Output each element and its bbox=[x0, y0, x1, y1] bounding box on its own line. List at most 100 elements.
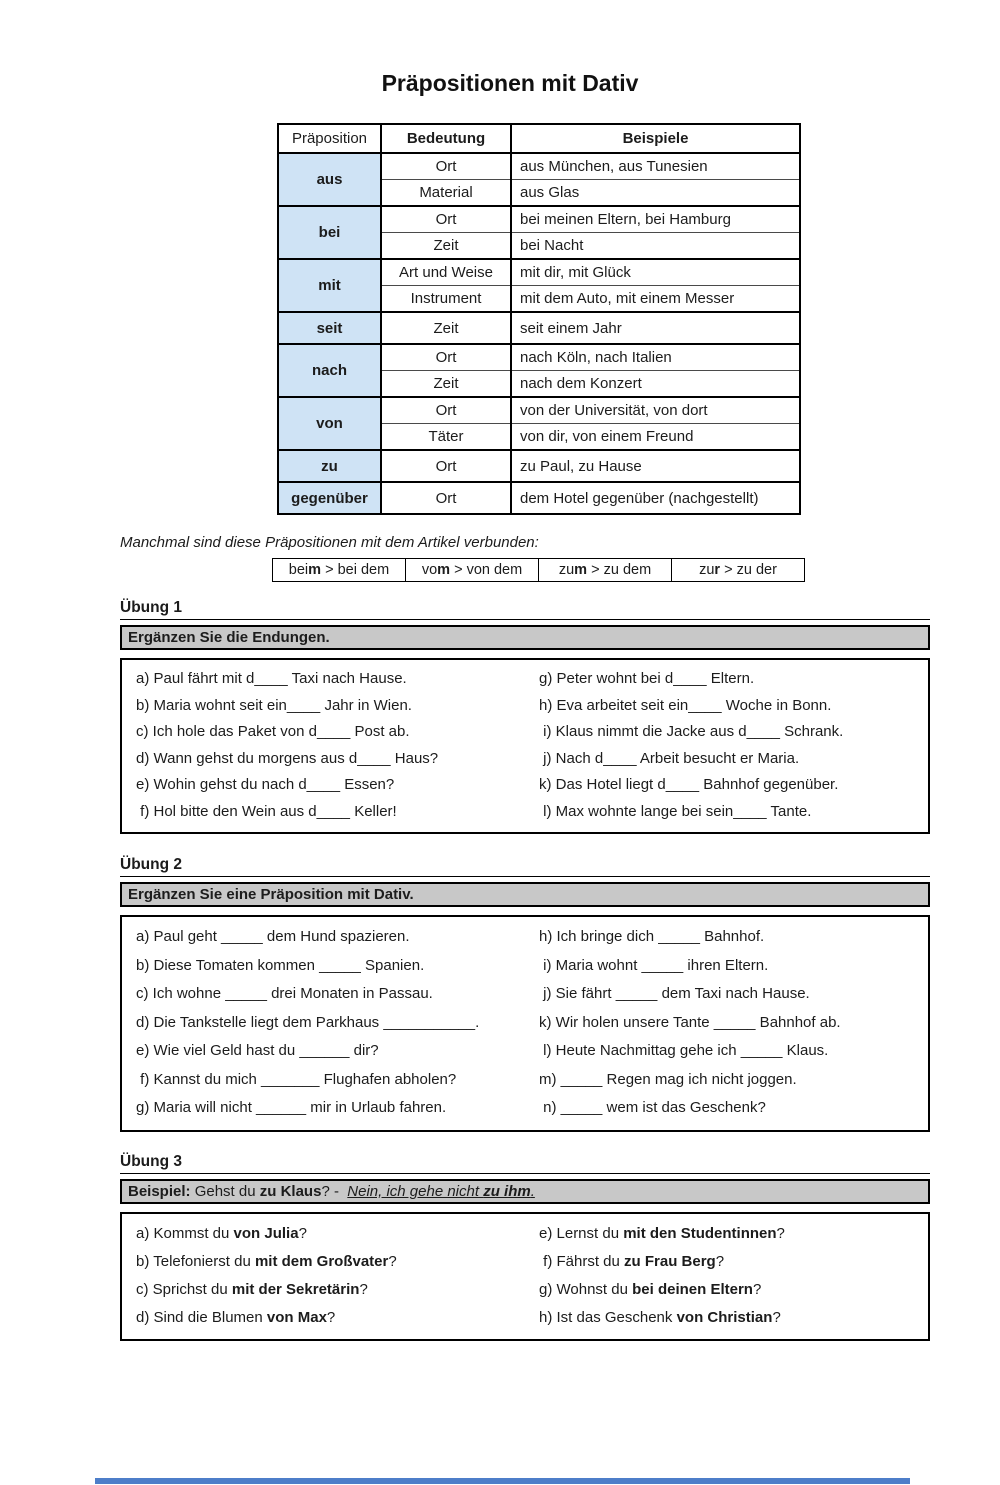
example-label: Beispiel: bbox=[128, 1182, 191, 1200]
table-row: von Ort von der Universität, von dort bbox=[277, 396, 801, 451]
exercise-item: d) Sind die Blumen von Max? bbox=[136, 1304, 525, 1332]
section-uebung-3: Übung 3 Beispiel: Gehst du zu Klaus? - N… bbox=[120, 1153, 930, 1341]
table-row: mit Art und Weise mit dir, mit Glück bbox=[277, 258, 801, 313]
exercise-item: j) Sie fährt _____ dem Taxi nach Hause. bbox=[539, 985, 810, 1002]
item-bold-phrase: mit dem Großvater bbox=[254, 1252, 389, 1270]
meaning-cell: Ort bbox=[380, 481, 512, 515]
example-cell: mit dir, mit Glück bbox=[510, 258, 801, 286]
exercise-item: j) Nach d____ Arbeit besucht er Maria. bbox=[539, 749, 800, 767]
contraction-expansion: > bei dem bbox=[321, 562, 390, 578]
item-text: f) Fährst du bbox=[539, 1252, 625, 1270]
table-row: bei Ort bei meinen Eltern, bei Hamburg bbox=[277, 205, 801, 260]
exercise-item: e) Lernst du mit den Studentinnen? bbox=[539, 1220, 928, 1248]
contraction-expansion: > zu der bbox=[720, 562, 777, 578]
item-bold-phrase: bei deinen Eltern bbox=[632, 1280, 753, 1298]
item-bold-phrase: von Julia bbox=[233, 1224, 299, 1242]
table-row: gegenüber Ort dem Hotel gegenüber (nachg… bbox=[277, 481, 801, 515]
example-answer: Nein, ich gehe nicht zu ihm. bbox=[347, 1183, 535, 1200]
table-row: Zeit nach dem Konzert bbox=[278, 370, 801, 398]
item-text: a) Kommst du bbox=[136, 1224, 234, 1242]
exercise-item: i) Klaus nimmt die Jacke aus d____ Schra… bbox=[539, 723, 844, 740]
example-cell: aus Glas bbox=[510, 179, 801, 207]
exercise-item: d) Wann gehst du morgens aus d____ Haus? bbox=[136, 749, 439, 767]
exercise-item: l) Heute Nachmittag gehe ich _____ Klaus… bbox=[539, 1042, 829, 1059]
exercise-item: k) Wir holen unsere Tante _____ Bahnhof … bbox=[539, 1013, 841, 1031]
meaning-cell: Ort bbox=[380, 396, 512, 424]
item-end: ? bbox=[715, 1252, 725, 1270]
exercise-item: h) Ich bringe dich _____ Bahnhof. bbox=[539, 928, 765, 945]
exercise-item: g) Wohnst du bei deinen Eltern? bbox=[539, 1276, 928, 1304]
exercise-item: e) Wie viel Geld hast du ______ dir? bbox=[136, 1042, 379, 1059]
example-bar: Beispiel: Gehst du zu Klaus? - Nein, ich… bbox=[120, 1178, 930, 1204]
page-title: Präpositionen mit Dativ bbox=[381, 70, 639, 96]
exercise-item: c) Ich hole das Paket von d____ Post ab. bbox=[136, 723, 410, 740]
worksheet-page: { "title": "Präpositionen mit Dativ", "t… bbox=[0, 70, 1000, 1485]
contraction-cell: zum > zu dem bbox=[538, 558, 672, 582]
item-bold-phrase: zu Frau Berg bbox=[624, 1252, 716, 1270]
example-separator: ? - bbox=[321, 1182, 348, 1200]
item-end: ? bbox=[772, 1308, 781, 1326]
instruction-bar: Ergänzen Sie die Endungen. bbox=[120, 625, 930, 650]
item-bold-phrase: mit der Sekretärin bbox=[231, 1280, 360, 1298]
item-end: ? bbox=[359, 1280, 368, 1298]
example-cell: aus München, aus Tunesien bbox=[510, 152, 801, 180]
exercise-box: a) Paul geht _____ dem Hund spazieren. b… bbox=[120, 915, 930, 1132]
exercise-column-right: h) Ich bringe dich _____ Bahnhof. i) Mar… bbox=[525, 923, 928, 1123]
item-end: ? bbox=[752, 1280, 762, 1298]
example-answer-end: . bbox=[530, 1182, 535, 1200]
exercise-box: a) Paul fährt mit d____ Taxi nach Hause.… bbox=[120, 658, 930, 834]
contraction-expansion: > zu dem bbox=[587, 562, 652, 578]
exercise-item: k) Das Hotel liegt d____ Bahnhof gegenüb… bbox=[539, 776, 839, 793]
exercise-item: l) Max wohnte lange bei sein____ Tante. bbox=[539, 802, 812, 820]
table-row: zu Ort zu Paul, zu Hause bbox=[277, 449, 801, 483]
meaning-cell: Material bbox=[380, 179, 512, 207]
prepositions-table: Präposition Bedeutung Beispiele aus Ort … bbox=[277, 123, 801, 515]
contraction-cell: zur > zu der bbox=[671, 558, 805, 582]
exercise-item: f) Fährst du zu Frau Berg? bbox=[539, 1248, 928, 1276]
item-end: ? bbox=[326, 1308, 336, 1326]
item-bold-phrase: von Christian bbox=[676, 1308, 773, 1326]
prep-cell: gegenüber bbox=[277, 481, 382, 515]
contraction-bold-letter: m bbox=[574, 562, 588, 578]
exercise-item: b) Telefonierst du mit dem Großvater? bbox=[136, 1248, 525, 1276]
exercise-item: h) Eva arbeitet seit ein____ Woche in Bo… bbox=[539, 696, 832, 714]
meaning-cell: Ort bbox=[380, 449, 512, 483]
example-question-bold: zu Klaus bbox=[259, 1182, 322, 1200]
exercise-item: c) Ich wohne _____ drei Monaten in Passa… bbox=[136, 985, 433, 1002]
example-answer-bold: zu ihm bbox=[483, 1182, 531, 1200]
contraction-text: vo bbox=[421, 562, 438, 578]
exercise-column-left: a) Kommst du von Julia? b) Telefonierst … bbox=[122, 1220, 525, 1332]
meaning-cell: Ort bbox=[380, 343, 512, 371]
meaning-cell: Instrument bbox=[380, 285, 512, 313]
table-row: nach Ort nach Köln, nach Italien bbox=[277, 343, 801, 398]
table-row: Material aus Glas bbox=[278, 179, 801, 207]
section-uebung-2: Übung 2 Ergänzen Sie eine Präposition mi… bbox=[120, 856, 930, 1132]
exercise-item: e) Wohin gehst du nach d____ Essen? bbox=[136, 776, 395, 793]
exercise-item: a) Paul fährt mit d____ Taxi nach Hause. bbox=[136, 670, 407, 687]
example-question: Gehst du bbox=[190, 1182, 260, 1200]
table-row: aus Ort aus München, aus Tunesien bbox=[277, 152, 801, 207]
meaning-cell: Zeit bbox=[380, 370, 512, 398]
instruction-bar: Ergänzen Sie eine Präposition mit Dativ. bbox=[120, 882, 930, 907]
item-end: ? bbox=[388, 1252, 397, 1270]
contraction-cell: beim > bei dem bbox=[272, 558, 406, 582]
meaning-cell: Täter bbox=[380, 423, 512, 451]
prepositions-table-wrap: Präposition Bedeutung Beispiele aus Ort … bbox=[277, 123, 801, 515]
table-row: Instrument mit dem Auto, mit einem Messe… bbox=[278, 285, 801, 313]
example-cell: seit einem Jahr bbox=[510, 311, 801, 345]
example-cell: von dir, von einem Freund bbox=[510, 423, 801, 451]
exercise-item: d) Die Tankstelle liegt dem Parkhaus ___… bbox=[136, 1013, 480, 1031]
exercise-item: i) Maria wohnt _____ ihren Eltern. bbox=[539, 956, 769, 974]
example-cell: zu Paul, zu Hause bbox=[510, 449, 801, 483]
meaning-cell: Ort bbox=[380, 205, 512, 233]
item-text: h) Ist das Geschenk bbox=[539, 1308, 677, 1326]
contractions-table: beim > bei dem vom > von dem zum > zu de… bbox=[272, 558, 805, 582]
item-text: d) Sind die Blumen bbox=[136, 1308, 267, 1326]
contractions-note: Manchmal sind diese Präpositionen mit de… bbox=[120, 534, 539, 551]
table-row: Täter von dir, von einem Freund bbox=[278, 423, 801, 451]
item-text: c) Sprichst du bbox=[136, 1280, 232, 1298]
contraction-bold-letter: r bbox=[714, 562, 721, 578]
example-cell: dem Hotel gegenüber (nachgestellt) bbox=[510, 481, 801, 515]
footer-accent-bar bbox=[95, 1478, 910, 1484]
example-cell: mit dem Auto, mit einem Messer bbox=[510, 285, 801, 313]
